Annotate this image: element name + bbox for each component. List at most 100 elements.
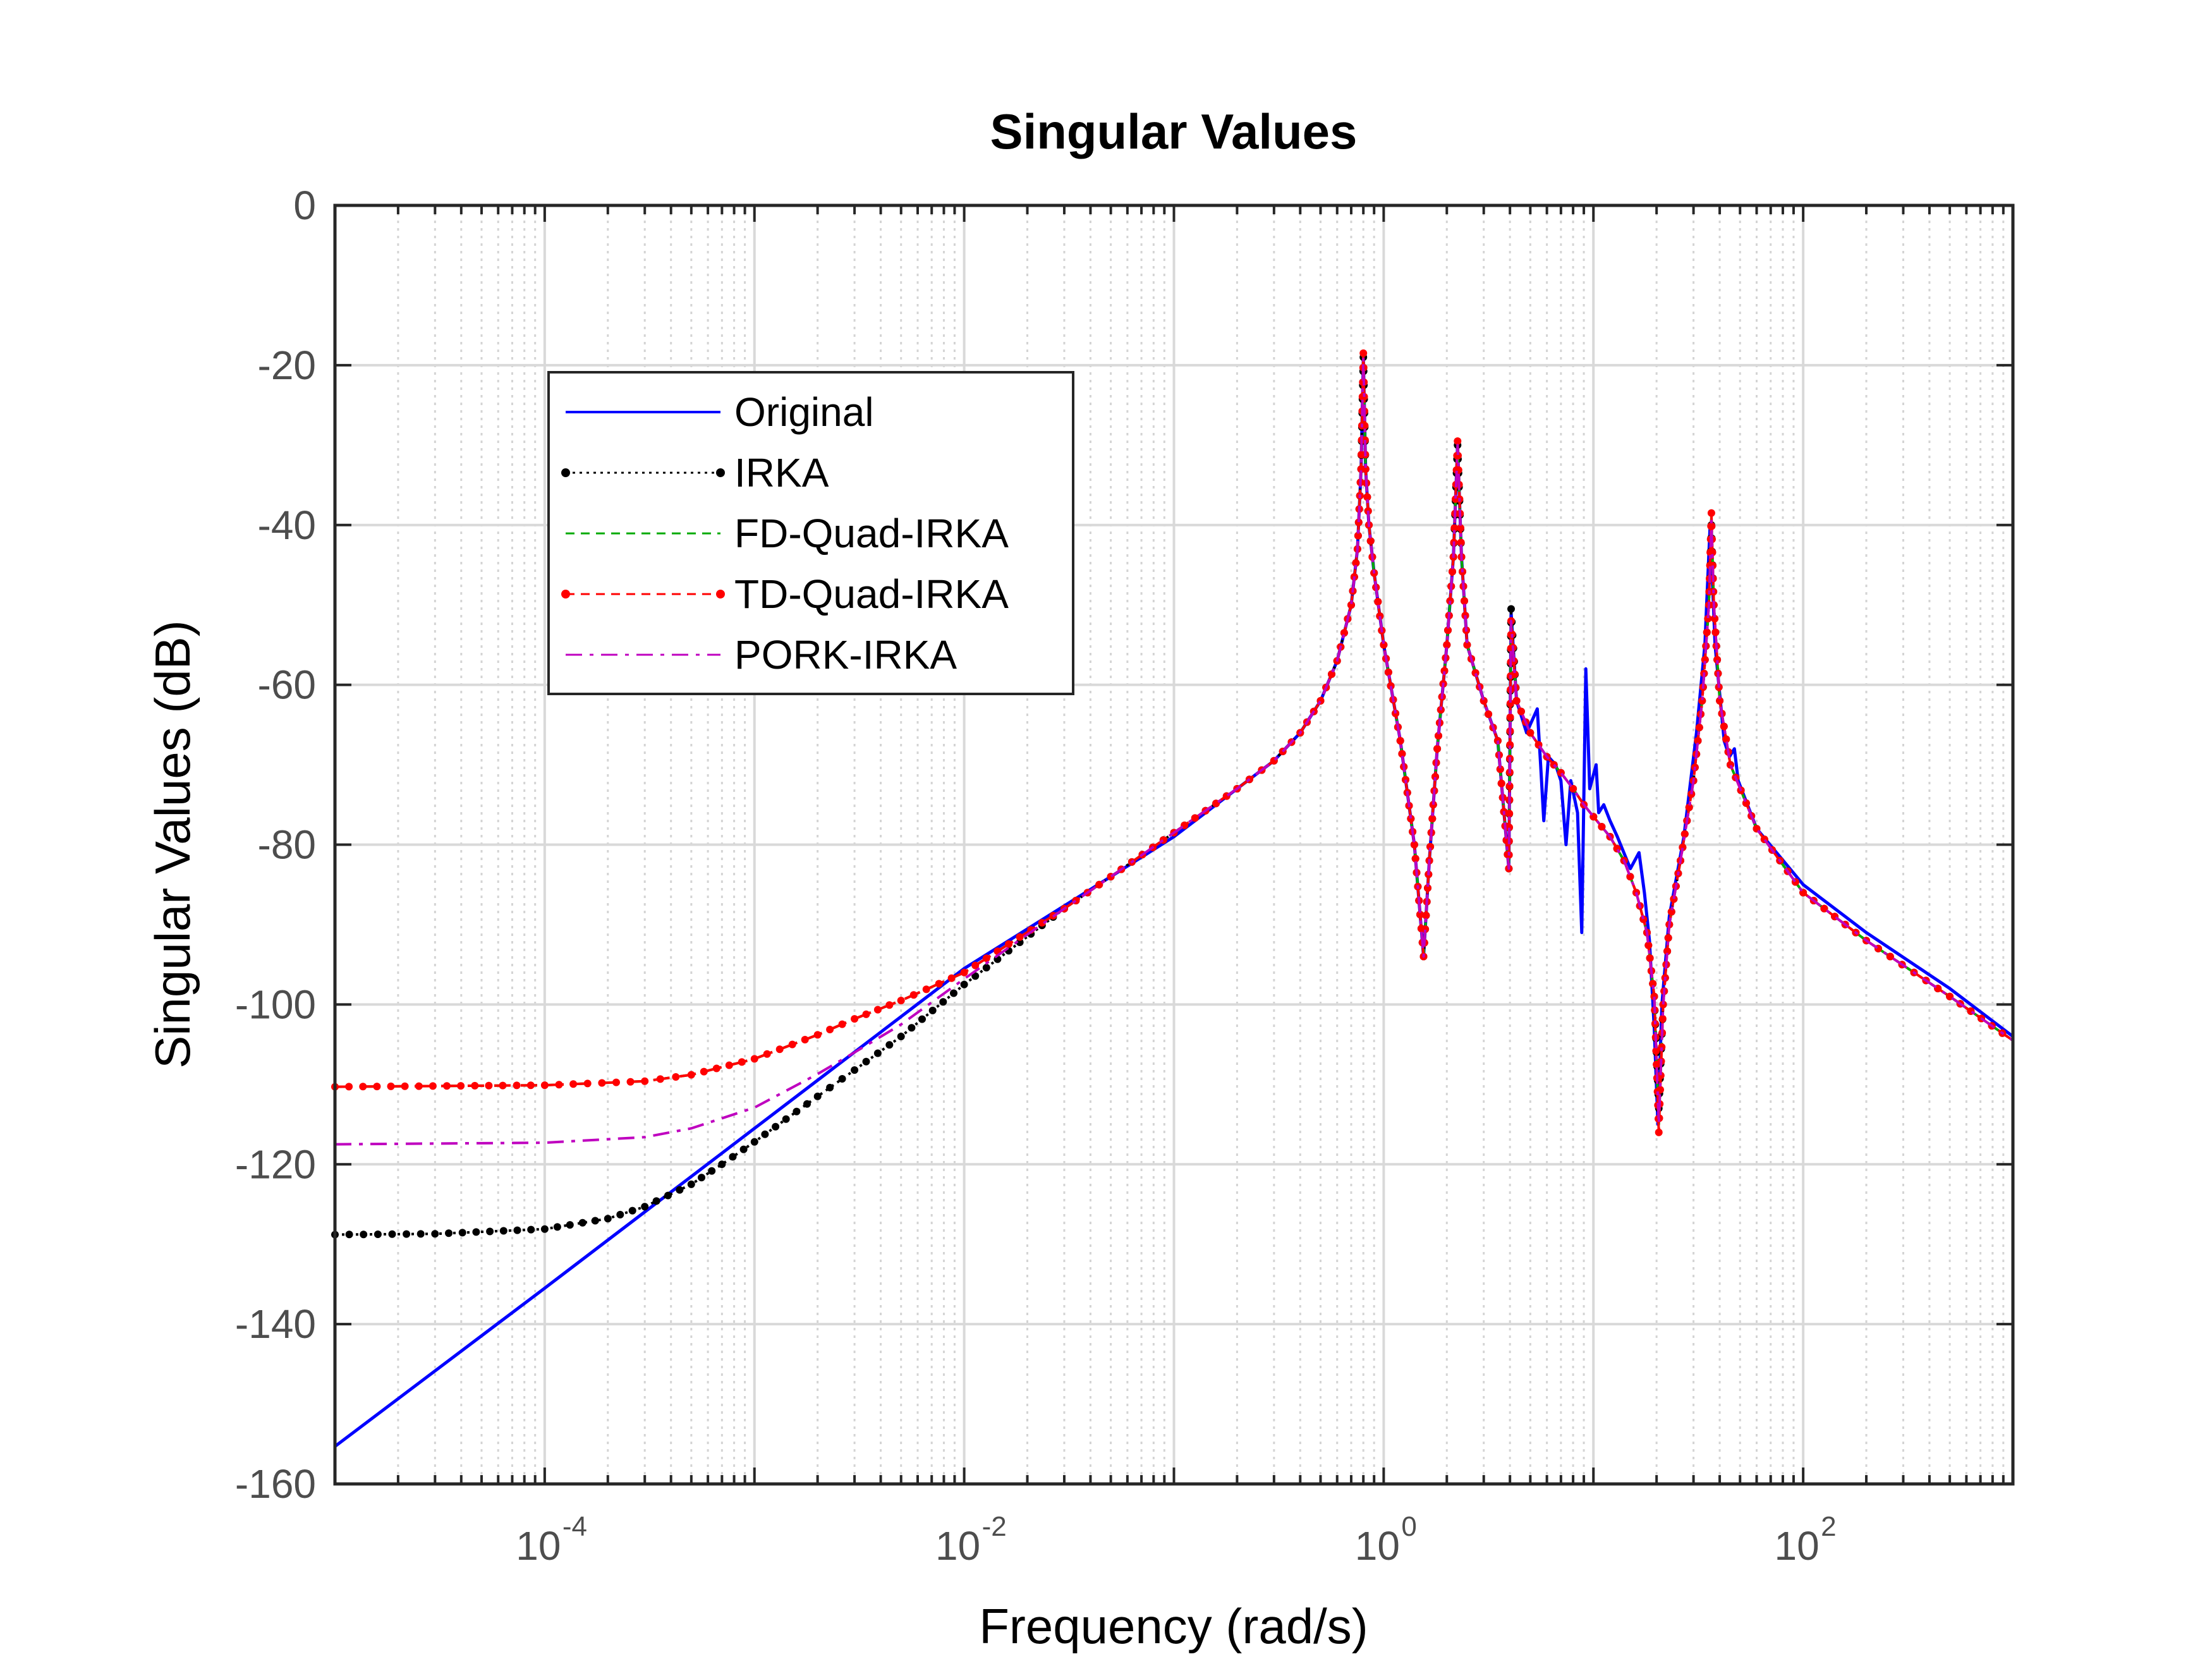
series-marker <box>1480 696 1488 705</box>
series-marker <box>750 1138 758 1146</box>
series-marker <box>909 991 918 999</box>
series-marker <box>388 1230 396 1238</box>
series-marker <box>652 1197 660 1205</box>
series-marker <box>612 1078 620 1086</box>
series-marker <box>960 968 968 976</box>
series-marker <box>416 1230 425 1238</box>
legend[interactable]: Original IRKA FD-Quad-IRKA TD-Quad-IRKA PORK… <box>547 371 1074 695</box>
series-marker <box>851 1066 859 1074</box>
series-marker <box>922 985 930 994</box>
legend-item-original[interactable]: Original <box>566 389 874 435</box>
series-marker <box>1410 841 1418 849</box>
series-marker <box>598 1079 606 1087</box>
x-tick-labels: 10 -4 10 -2 10 0 10 2 <box>516 1511 1836 1569</box>
x-tick-label: 10 2 <box>1775 1511 1837 1569</box>
y-tick-label: -80 <box>258 822 317 868</box>
series-marker <box>750 1055 758 1063</box>
series-marker <box>712 1064 720 1073</box>
legend-item-td-quad-irka[interactable]: TD-Quad-IRKA <box>561 571 1009 617</box>
series-marker <box>1670 895 1678 903</box>
series-marker <box>782 1115 790 1123</box>
series-marker <box>1644 941 1653 949</box>
series-marker <box>555 1081 563 1089</box>
series-marker <box>1454 451 1462 459</box>
series-marker <box>718 1160 726 1169</box>
series-marker <box>1510 670 1519 678</box>
series-marker <box>443 1082 451 1090</box>
series-marker <box>540 1225 549 1233</box>
series-marker <box>1658 1043 1666 1051</box>
series-marker <box>641 1077 649 1085</box>
series-marker <box>873 1006 882 1014</box>
series-marker <box>1701 655 1709 664</box>
series-marker <box>1363 493 1371 501</box>
series-marker <box>793 1107 801 1115</box>
series-marker <box>486 1227 494 1236</box>
series-marker <box>1095 880 1103 889</box>
series-marker <box>772 1122 780 1131</box>
legend-label: Original <box>734 389 874 435</box>
series-marker <box>1659 1000 1667 1009</box>
series-marker <box>359 1083 367 1091</box>
series-line <box>334 356 2014 1236</box>
series-marker <box>373 1083 381 1091</box>
series-marker <box>939 998 947 1006</box>
series-marker <box>885 1001 894 1009</box>
series-marker <box>739 1145 748 1153</box>
series-marker <box>1454 437 1462 445</box>
series-marker <box>862 1010 870 1018</box>
series-marker <box>935 980 943 988</box>
series-marker <box>885 1041 894 1049</box>
series-marker <box>1374 598 1382 606</box>
legend-item-pork-irka[interactable]: PORK-IRKA <box>566 632 957 678</box>
series-marker <box>826 1026 834 1033</box>
series-marker <box>928 1006 937 1014</box>
series-marker <box>1711 628 1720 636</box>
series-marker <box>1421 925 1430 933</box>
series-marker <box>1656 1071 1665 1079</box>
series-marker <box>1450 524 1459 532</box>
series-marker <box>687 1071 695 1079</box>
series-marker <box>738 1058 746 1066</box>
series-marker <box>1694 737 1702 745</box>
series-marker <box>526 1081 535 1090</box>
legend-marker <box>716 468 725 477</box>
series-marker <box>1649 980 1657 988</box>
series-marker <box>499 1227 507 1235</box>
legend-label: FD-Quad-IRKA <box>734 511 1009 556</box>
series-marker <box>664 1191 672 1200</box>
legend-item-fd-quad-irka[interactable]: FD-Quad-IRKA <box>566 511 1009 556</box>
series-marker <box>813 1092 822 1100</box>
series-marker <box>708 1167 716 1175</box>
series-marker <box>763 1050 771 1058</box>
series-marker <box>1380 641 1388 649</box>
x-tick-label: 10 -4 <box>516 1511 587 1569</box>
series-marker <box>982 964 990 972</box>
series-marker <box>1005 940 1012 948</box>
series-marker <box>1506 700 1514 708</box>
series-marker <box>1680 830 1689 838</box>
y-tick-label: -140 <box>235 1301 316 1347</box>
series-marker <box>360 1231 368 1239</box>
series-marker <box>676 1186 684 1194</box>
series-marker <box>1720 722 1728 731</box>
series-marker <box>1655 1128 1663 1136</box>
series-marker <box>1639 915 1648 923</box>
series-marker <box>591 1217 599 1225</box>
series-marker <box>1426 842 1435 851</box>
series-marker <box>947 974 956 982</box>
series-marker <box>628 1206 636 1215</box>
y-tick-label: 0 <box>293 183 316 228</box>
series-marker <box>873 1049 882 1057</box>
legend-item-irka[interactable]: IRKA <box>561 450 829 495</box>
series-marker <box>1433 744 1442 753</box>
series-marker <box>826 1083 834 1091</box>
x-tick-label-base: 10 <box>935 1523 980 1569</box>
series-marker <box>1569 785 1577 793</box>
series-marker <box>1679 843 1687 851</box>
series-marker <box>897 997 905 1005</box>
x-tick-label-base: 10 <box>516 1523 561 1569</box>
series-marker <box>1722 735 1730 743</box>
series-marker <box>801 1036 809 1043</box>
